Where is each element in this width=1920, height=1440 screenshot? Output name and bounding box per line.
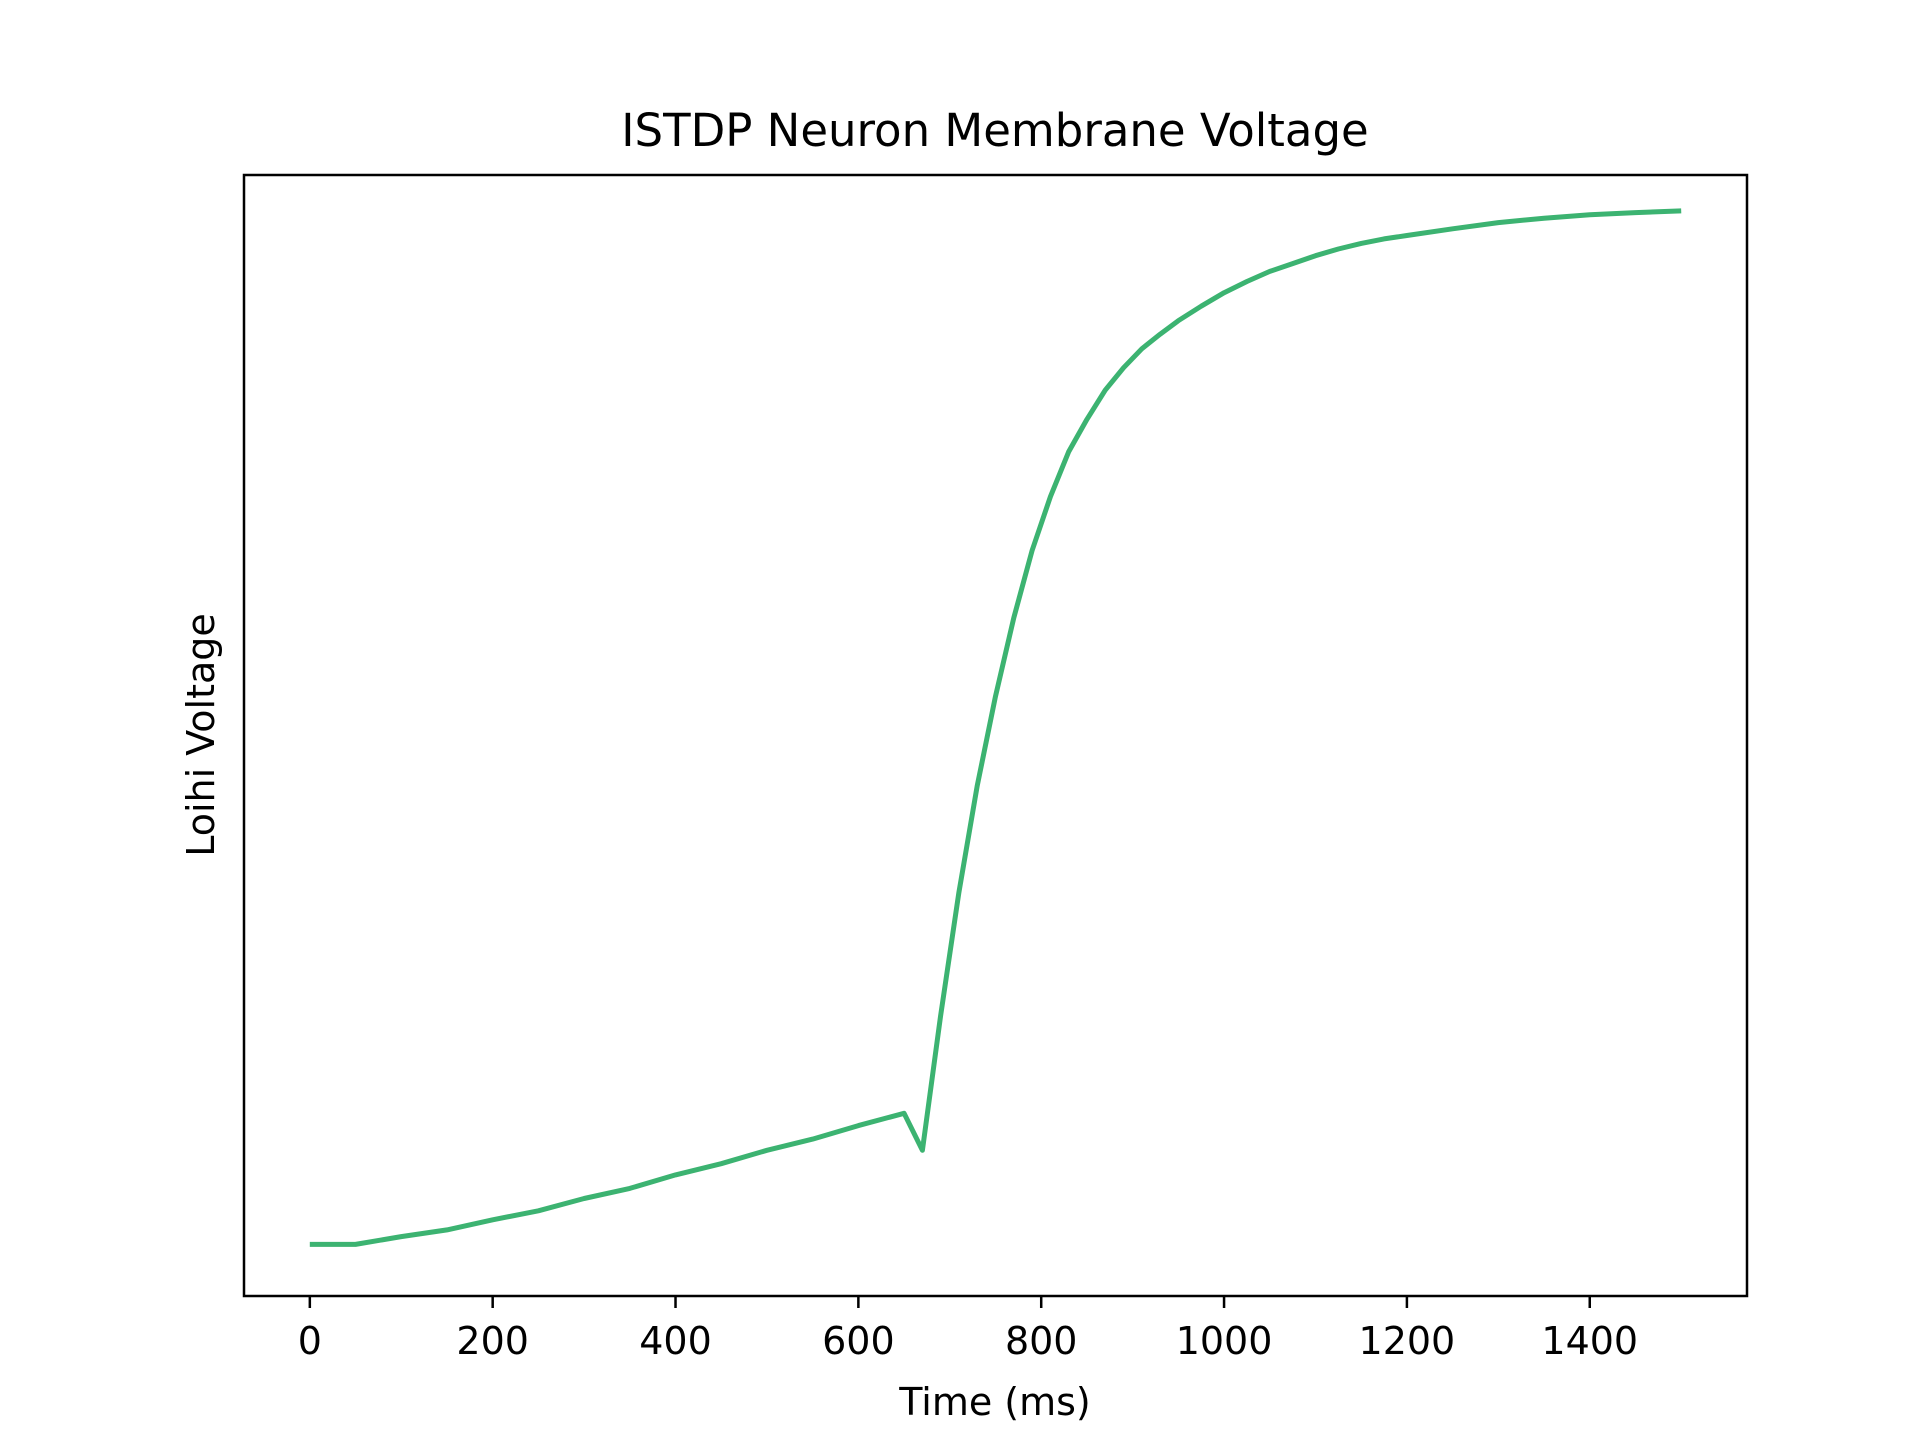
x-axis-ticks: 0 200 400 600 800 1000 1200 1400 [298, 1296, 1638, 1363]
axes-frame [242, 173, 1749, 1298]
x-tick-label-400: 400 [639, 1319, 712, 1363]
series-line-0 [309, 208, 1682, 1247]
x-tick-label-1200: 1200 [1359, 1319, 1456, 1363]
chart-title: ISTDP Neuron Membrane Voltage [621, 104, 1368, 157]
x-tick-label-200: 200 [456, 1319, 529, 1363]
x-tick-label-600: 600 [822, 1319, 895, 1363]
x-tick-label-1400: 1400 [1541, 1319, 1638, 1363]
plot-area [309, 208, 1682, 1247]
x-tick-label-1000: 1000 [1176, 1319, 1273, 1363]
x-tick-label-0: 0 [298, 1319, 322, 1363]
x-axis-label: Time (ms) [898, 1380, 1091, 1424]
y-axis-label: Loihi Voltage [179, 613, 223, 857]
x-tick-label-800: 800 [1005, 1319, 1078, 1363]
